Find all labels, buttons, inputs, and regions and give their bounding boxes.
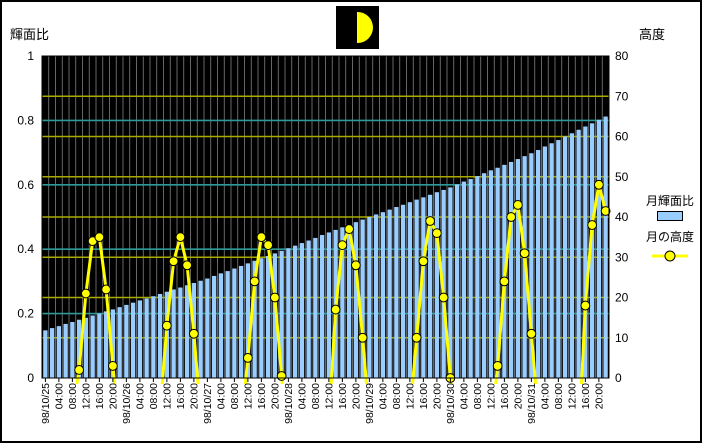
svg-text:12:00: 12:00 xyxy=(242,383,254,409)
left-axis-tick-labels: 1 0.8 0.6 0.4 0.2 0 xyxy=(17,49,34,385)
svg-text:16:00: 16:00 xyxy=(580,383,592,409)
svg-text:80: 80 xyxy=(615,49,629,63)
svg-text:08:00: 08:00 xyxy=(553,383,565,409)
moon-phase-icon-box xyxy=(336,6,379,49)
svg-text:16:00: 16:00 xyxy=(337,383,349,409)
svg-text:04:00: 04:00 xyxy=(377,383,389,409)
svg-text:98/10/30: 98/10/30 xyxy=(445,383,457,424)
svg-text:98/10/26: 98/10/26 xyxy=(121,383,133,424)
svg-text:98/10/29: 98/10/29 xyxy=(364,383,376,424)
svg-text:04:00: 04:00 xyxy=(296,383,308,409)
svg-text:16:00: 16:00 xyxy=(418,383,430,409)
svg-text:08:00: 08:00 xyxy=(310,383,322,409)
svg-text:10: 10 xyxy=(615,331,629,345)
svg-text:12:00: 12:00 xyxy=(161,383,173,409)
svg-text:20:00: 20:00 xyxy=(188,383,200,409)
svg-text:20:00: 20:00 xyxy=(512,383,524,409)
line-marker-swatch-icon xyxy=(652,250,688,262)
svg-text:12:00: 12:00 xyxy=(404,383,416,409)
svg-text:16:00: 16:00 xyxy=(94,383,106,409)
svg-text:04:00: 04:00 xyxy=(134,383,146,409)
right-axis-title: 高度 xyxy=(639,27,666,42)
first-quarter-moon-icon xyxy=(357,12,373,43)
svg-text:0.2: 0.2 xyxy=(17,307,34,321)
svg-text:12:00: 12:00 xyxy=(323,383,335,409)
left-axis-gridlines xyxy=(42,119,609,315)
svg-text:30: 30 xyxy=(615,250,629,264)
svg-text:98/10/25: 98/10/25 xyxy=(40,383,52,424)
svg-text:60: 60 xyxy=(615,130,629,144)
svg-text:0: 0 xyxy=(615,371,622,385)
right-axis-tick-labels: 80 70 60 50 40 30 20 10 0 xyxy=(615,49,629,385)
svg-text:12:00: 12:00 xyxy=(80,383,92,409)
plot-border xyxy=(41,55,610,379)
svg-text:0.8: 0.8 xyxy=(17,113,34,127)
svg-text:20:00: 20:00 xyxy=(431,383,443,409)
svg-text:20:00: 20:00 xyxy=(350,383,362,409)
legend-entry-illumination: 月輝面比 xyxy=(640,192,700,226)
bar-swatch-icon xyxy=(657,211,683,221)
svg-text:1: 1 xyxy=(27,49,34,63)
left-axis-title: 輝面比 xyxy=(10,27,50,42)
svg-text:08:00: 08:00 xyxy=(229,383,241,409)
x-axis-ticks xyxy=(44,378,600,382)
svg-text:70: 70 xyxy=(615,89,629,103)
svg-text:0: 0 xyxy=(27,371,34,385)
svg-text:08:00: 08:00 xyxy=(391,383,403,409)
altitude-markers xyxy=(74,179,611,383)
svg-text:16:00: 16:00 xyxy=(175,383,187,409)
svg-text:20:00: 20:00 xyxy=(593,383,605,409)
svg-text:98/10/27: 98/10/27 xyxy=(202,383,214,424)
svg-text:04:00: 04:00 xyxy=(458,383,470,409)
svg-text:98/10/31: 98/10/31 xyxy=(526,383,538,424)
svg-text:08:00: 08:00 xyxy=(67,383,79,409)
svg-text:16:00: 16:00 xyxy=(256,383,268,409)
legend-entry-altitude: 月の高度 xyxy=(640,228,700,263)
svg-text:04:00: 04:00 xyxy=(215,383,227,409)
legend-label-illumination: 月輝面比 xyxy=(645,194,694,208)
svg-text:16:00: 16:00 xyxy=(499,383,511,409)
svg-text:50: 50 xyxy=(615,170,629,184)
svg-text:0.6: 0.6 xyxy=(17,178,34,192)
legend-label-altitude: 月の高度 xyxy=(645,230,694,244)
chart-legend: 月輝面比 月の高度 xyxy=(640,192,700,265)
svg-text:0.4: 0.4 xyxy=(17,242,34,256)
svg-text:12:00: 12:00 xyxy=(485,383,497,409)
svg-text:20:00: 20:00 xyxy=(107,383,119,409)
svg-text:12:00: 12:00 xyxy=(566,383,578,409)
x-axis-labels: 98/10/25 04:00 08:00 12:00 16:00 20:00 98/10/2… xyxy=(40,383,606,424)
svg-text:98/10/28: 98/10/28 xyxy=(283,383,295,424)
svg-text:20: 20 xyxy=(615,291,629,305)
svg-text:20:00: 20:00 xyxy=(269,383,281,409)
svg-text:04:00: 04:00 xyxy=(539,383,551,409)
svg-text:40: 40 xyxy=(615,210,629,224)
svg-text:08:00: 08:00 xyxy=(472,383,484,409)
svg-text:08:00: 08:00 xyxy=(148,383,160,409)
svg-text:04:00: 04:00 xyxy=(53,383,65,409)
